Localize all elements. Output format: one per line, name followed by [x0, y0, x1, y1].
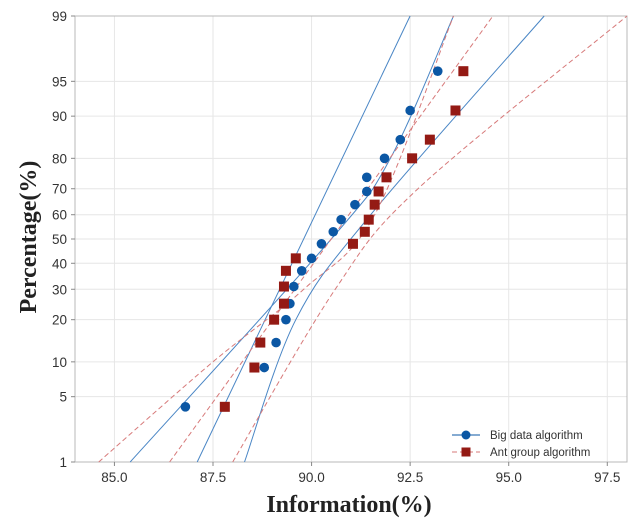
data-point-ant-group — [278, 298, 289, 309]
data-point-big-data — [281, 314, 291, 325]
data-point-big-data — [350, 199, 360, 210]
data-point-ant-group — [450, 105, 461, 116]
confidence-band-upper-ant-group — [98, 15, 454, 463]
data-point-ant-group — [278, 281, 289, 292]
x-tick-label: 97.5 — [594, 470, 620, 485]
x-tick-label: 95.0 — [496, 470, 522, 485]
x-axis-title: Information(%) — [266, 492, 431, 518]
y-tick-label: 30 — [52, 282, 67, 297]
x-tick-label: 92.5 — [397, 470, 423, 485]
y-tick-label: 1 — [59, 455, 67, 470]
data-point-big-data — [361, 172, 372, 183]
legend-marker-big-data — [461, 430, 471, 440]
data-point-big-data — [296, 266, 307, 276]
data-point-ant-group — [269, 314, 280, 325]
data-point-ant-group — [280, 265, 291, 276]
data-point-ant-group — [381, 172, 392, 183]
y-tick-label: 70 — [52, 182, 67, 197]
data-point-big-data — [328, 226, 339, 237]
y-tick-label: 90 — [52, 109, 67, 124]
data-point-ant-group — [290, 253, 301, 264]
x-axis-ticks: 85.0 87.5 90.0 92.5 95.0 97.5 — [101, 462, 620, 485]
data-point-ant-group — [249, 362, 260, 373]
y-tick-label: 5 — [59, 390, 67, 405]
data-point-big-data — [379, 153, 390, 164]
data-point-ant-group — [407, 153, 418, 164]
y-tick-label: 50 — [52, 232, 67, 247]
y-tick-label: 99 — [52, 9, 67, 24]
data-point-big-data — [336, 214, 346, 225]
legend-label-big-data: Big data algorithm — [490, 430, 583, 442]
data-point-big-data — [316, 239, 327, 249]
data-points — [180, 66, 469, 412]
legend: Big data algorithm Ant group algorithm — [452, 430, 590, 459]
data-point-big-data — [289, 281, 299, 292]
y-tick-label: 60 — [52, 208, 67, 223]
x-tick-label: 90.0 — [298, 470, 324, 485]
fit-line-big-data — [196, 15, 411, 463]
confidence-band-lower-ant-group — [232, 15, 628, 463]
y-tick-label: 10 — [52, 355, 67, 370]
data-point-big-data — [432, 66, 443, 76]
y-axis-ticks: 1 5 10 20 30 40 50 60 70 80 90 95 99 — [52, 9, 75, 470]
data-point-big-data — [271, 337, 281, 348]
x-tick-label: 85.0 — [101, 470, 127, 485]
legend-marker-ant-group — [461, 447, 471, 457]
data-point-ant-group — [363, 214, 374, 225]
y-tick-label: 40 — [52, 256, 67, 271]
y-axis-title: Percentage(%) — [16, 161, 42, 314]
fit-line-ant-group — [169, 15, 494, 463]
data-point-ant-group — [458, 66, 469, 77]
data-point-big-data — [405, 105, 415, 116]
y-tick-label: 95 — [52, 74, 67, 89]
data-point-ant-group — [424, 134, 435, 145]
data-point-ant-group — [347, 238, 358, 249]
confidence-band-lower-big-data — [244, 15, 545, 463]
data-point-big-data — [180, 402, 191, 412]
data-point-ant-group — [255, 337, 266, 348]
data-point-ant-group — [219, 401, 230, 412]
data-point-big-data — [361, 186, 372, 197]
data-point-big-data — [259, 362, 270, 373]
data-point-ant-group — [359, 226, 370, 237]
y-tick-label: 20 — [52, 313, 67, 328]
data-point-ant-group — [369, 199, 380, 210]
x-tick-label: 87.5 — [200, 470, 226, 485]
y-tick-label: 80 — [52, 151, 67, 166]
data-point-big-data — [395, 134, 406, 145]
data-point-ant-group — [373, 186, 384, 197]
legend-label-ant-group: Ant group algorithm — [490, 447, 590, 459]
data-point-big-data — [306, 253, 317, 264]
